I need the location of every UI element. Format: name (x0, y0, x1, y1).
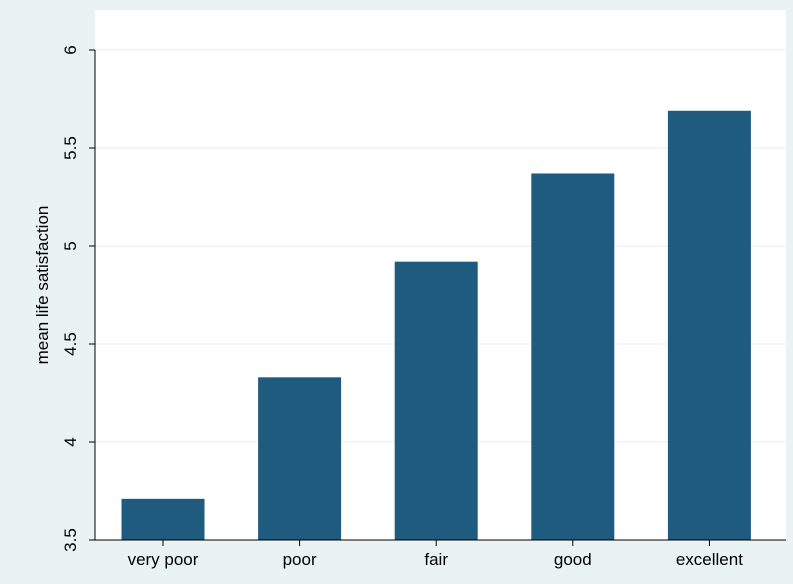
bar-poor (258, 377, 342, 540)
bar-good (531, 173, 615, 541)
x-tick-label: very poor (128, 550, 199, 569)
x-tick-label: fair (424, 550, 448, 569)
y-tick-label: 5.5 (61, 136, 80, 160)
x-tick-label: good (554, 550, 592, 569)
bar-excellent (667, 110, 751, 540)
bar-fair (394, 261, 478, 540)
y-axis-title: mean life satisfaction (33, 206, 52, 365)
y-tick-label: 3.5 (61, 528, 80, 552)
x-ticks: very poor poor fair good excellent (128, 540, 743, 569)
bar-very-poor (121, 498, 205, 540)
y-tick-label: 6 (61, 45, 80, 54)
y-tick-label: 4.5 (61, 332, 80, 356)
y-tick-label: 5 (61, 241, 80, 250)
y-tick-label: 4 (61, 437, 80, 446)
axes (94, 50, 786, 541)
bars (121, 110, 751, 541)
x-tick-label: poor (283, 550, 317, 569)
y-ticks: 3.5 4 4.5 5 5.5 6 (61, 45, 95, 552)
x-tick-label: excellent (676, 550, 743, 569)
